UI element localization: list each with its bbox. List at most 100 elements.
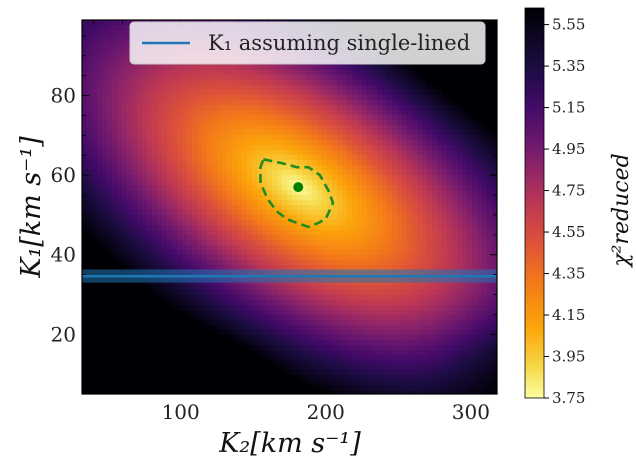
heatmap-cell bbox=[127, 390, 133, 394]
heatmap-cell bbox=[102, 385, 108, 391]
heatmap-cell bbox=[352, 225, 358, 231]
heatmap-cell bbox=[227, 325, 233, 331]
heatmap-cell bbox=[172, 195, 178, 201]
heatmap-cell bbox=[277, 215, 283, 221]
heatmap-cell bbox=[287, 175, 293, 181]
heatmap-cell bbox=[92, 140, 98, 146]
heatmap-cell bbox=[117, 180, 123, 186]
heatmap-cell bbox=[207, 250, 213, 256]
heatmap-cell bbox=[222, 95, 228, 101]
heatmap-cell bbox=[112, 165, 118, 171]
heatmap-cell bbox=[197, 175, 203, 181]
heatmap-cell bbox=[357, 230, 363, 236]
heatmap-cell bbox=[242, 320, 248, 326]
heatmap-cell bbox=[307, 350, 313, 356]
heatmap-cell bbox=[397, 185, 403, 191]
heatmap-cell bbox=[257, 330, 263, 336]
heatmap-cell bbox=[237, 205, 243, 211]
heatmap-cell bbox=[242, 125, 248, 131]
heatmap-cell bbox=[337, 160, 343, 166]
heatmap-cell bbox=[257, 315, 263, 321]
heatmap-cell bbox=[252, 230, 258, 236]
heatmap-cell bbox=[162, 230, 168, 236]
heatmap-cell bbox=[132, 330, 138, 336]
heatmap-cell bbox=[177, 370, 183, 376]
heatmap-cell bbox=[217, 70, 223, 76]
heatmap-cell bbox=[87, 280, 93, 286]
heatmap-cell bbox=[392, 130, 398, 136]
heatmap-cell bbox=[332, 300, 338, 306]
heatmap-cell bbox=[117, 225, 123, 231]
heatmap-cell bbox=[97, 115, 103, 121]
heatmap-cell bbox=[382, 260, 388, 266]
heatmap-cell bbox=[117, 125, 123, 131]
heatmap-cell bbox=[342, 290, 348, 296]
heatmap-cell bbox=[177, 390, 183, 394]
heatmap-cell bbox=[172, 155, 178, 161]
heatmap-cell bbox=[262, 100, 268, 106]
heatmap-cell bbox=[402, 95, 408, 101]
heatmap-cell bbox=[247, 195, 253, 201]
heatmap-cell bbox=[362, 145, 368, 151]
heatmap-cell bbox=[202, 80, 208, 86]
heatmap-cell bbox=[162, 130, 168, 136]
heatmap-cell bbox=[157, 200, 163, 206]
heatmap-cell bbox=[127, 185, 133, 191]
heatmap-cell bbox=[87, 390, 93, 394]
heatmap-cell bbox=[177, 65, 183, 71]
heatmap-cell bbox=[97, 50, 103, 56]
heatmap-cell bbox=[322, 295, 328, 301]
heatmap-cell bbox=[312, 300, 318, 306]
heatmap-cell bbox=[182, 360, 188, 366]
heatmap-cell bbox=[212, 250, 218, 256]
heatmap-cell bbox=[257, 110, 263, 116]
heatmap-cell bbox=[92, 390, 98, 394]
heatmap-cell bbox=[197, 325, 203, 331]
heatmap-cell bbox=[292, 120, 298, 126]
heatmap-cell bbox=[112, 330, 118, 336]
heatmap-cell bbox=[412, 255, 418, 261]
heatmap-cell bbox=[87, 190, 93, 196]
heatmap-cell bbox=[132, 140, 138, 146]
heatmap-cell bbox=[97, 355, 103, 361]
heatmap-cell bbox=[242, 250, 248, 256]
heatmap-cell bbox=[402, 230, 408, 236]
heatmap-cell bbox=[397, 85, 403, 91]
heatmap-cell bbox=[307, 365, 313, 371]
heatmap-cell bbox=[132, 80, 138, 86]
heatmap-cell bbox=[147, 365, 153, 371]
heatmap-cell bbox=[202, 105, 208, 111]
heatmap-cell bbox=[207, 325, 213, 331]
heatmap-cell bbox=[372, 185, 378, 191]
heatmap-cell bbox=[407, 110, 413, 116]
heatmap-cell bbox=[102, 60, 108, 66]
heatmap-cell bbox=[212, 310, 218, 316]
heatmap-cell bbox=[367, 210, 373, 216]
heatmap-cell bbox=[182, 150, 188, 156]
heatmap-cell bbox=[322, 180, 328, 186]
heatmap-cell bbox=[187, 205, 193, 211]
heatmap-cell bbox=[272, 185, 278, 191]
heatmap-cell bbox=[172, 220, 178, 226]
heatmap-cell bbox=[112, 345, 118, 351]
heatmap-cell bbox=[82, 250, 88, 256]
heatmap-cell bbox=[107, 185, 113, 191]
heatmap-cell bbox=[182, 155, 188, 161]
heatmap-cell bbox=[392, 135, 398, 141]
heatmap-cell bbox=[322, 195, 328, 201]
heatmap-cell bbox=[177, 340, 183, 346]
heatmap-cell bbox=[232, 155, 238, 161]
heatmap-cell bbox=[287, 230, 293, 236]
heatmap-cell bbox=[97, 265, 103, 271]
heatmap-cell bbox=[257, 205, 263, 211]
heatmap-cell bbox=[357, 85, 363, 91]
heatmap-cell bbox=[277, 240, 283, 246]
heatmap-cell bbox=[297, 310, 303, 316]
heatmap-cell bbox=[292, 100, 298, 106]
heatmap-cell bbox=[147, 180, 153, 186]
heatmap-cell bbox=[117, 260, 123, 266]
heatmap-cell bbox=[242, 310, 248, 316]
heatmap-cell bbox=[367, 360, 373, 366]
heatmap-cell bbox=[167, 235, 173, 241]
heatmap-cell bbox=[267, 285, 273, 291]
